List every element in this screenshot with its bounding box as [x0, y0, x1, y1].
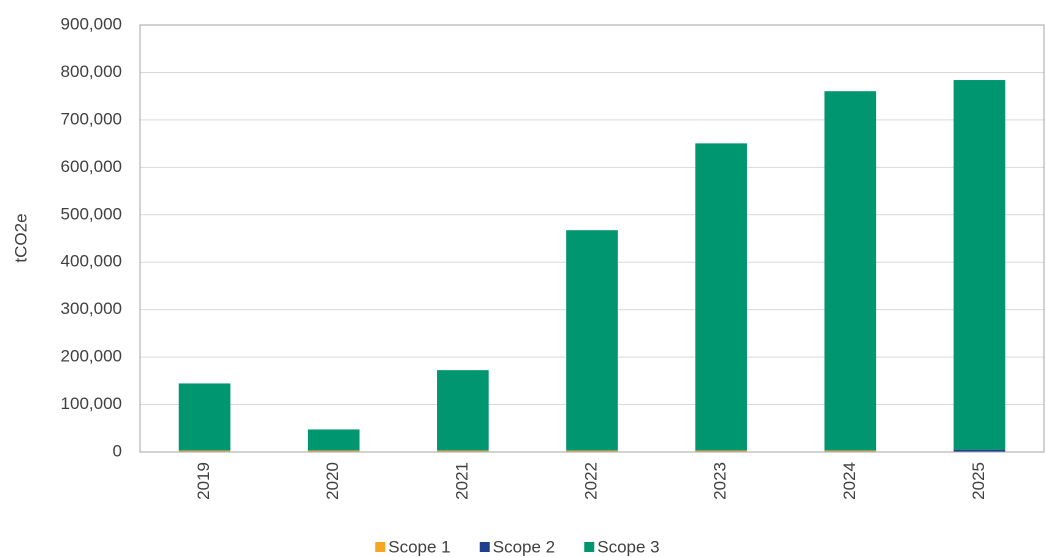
y-tick-label: 900,000	[61, 14, 122, 33]
x-tick-label: 2019	[194, 462, 213, 500]
bar-segment	[178, 450, 231, 452]
y-tick-label: 700,000	[61, 109, 122, 128]
bar-segment	[566, 230, 618, 451]
y-tick-label: 500,000	[61, 204, 122, 223]
bar-segment	[437, 450, 489, 452]
y-axis-label: tCO2e	[11, 213, 30, 262]
x-tick-label: 2024	[840, 462, 859, 500]
y-tick-label: 0	[113, 441, 122, 460]
y-tick-label: 800,000	[61, 62, 122, 81]
x-tick-label: 2023	[711, 462, 730, 500]
bar-segment	[824, 450, 877, 452]
x-tick-label: 2025	[969, 462, 988, 500]
bar-segment	[437, 370, 489, 451]
bar-segment	[307, 429, 360, 451]
legend-swatch	[479, 542, 490, 552]
x-tick-label: 2022	[581, 462, 600, 500]
legend-swatch	[375, 542, 386, 552]
y-tick-label: 300,000	[61, 299, 122, 318]
bar-segment	[953, 80, 1006, 450]
x-tick-label: 2021	[452, 462, 471, 500]
legend-swatch	[584, 542, 595, 552]
bar-segment	[566, 450, 618, 452]
y-tick-label: 400,000	[61, 252, 122, 271]
bar-segment	[953, 449, 1006, 452]
legend-label: Scope 3	[597, 537, 659, 556]
legend-label: Scope 2	[493, 537, 555, 556]
bar-segment	[178, 383, 231, 451]
bar-segment	[307, 450, 360, 452]
x-tick-label: 2020	[323, 462, 342, 500]
y-tick-label: 600,000	[61, 157, 122, 176]
legend-label: Scope 1	[388, 537, 450, 556]
y-tick-label: 200,000	[61, 347, 122, 366]
bar-segment	[824, 91, 877, 451]
bar-segment	[695, 450, 747, 452]
y-tick-label: 100,000	[61, 394, 122, 413]
bar-segment	[695, 143, 747, 451]
